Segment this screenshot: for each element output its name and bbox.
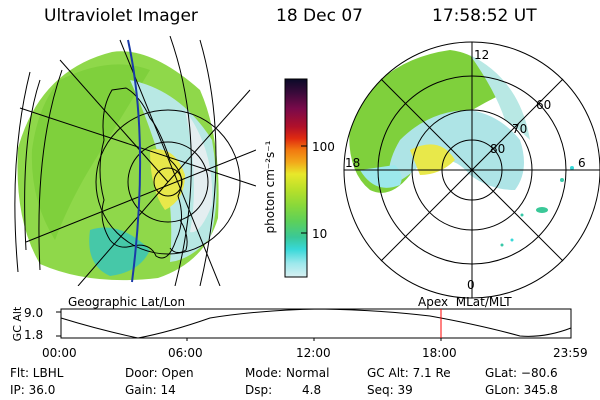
status-glat: GLat: −80.6 [485,366,558,380]
mlat-label-60: 60 [536,98,552,112]
mlat-label-80: 80 [490,142,506,156]
status-seq: Seq: 39 [367,383,413,397]
polar-plot [343,41,600,299]
mlt-label-0: 0 [467,278,475,292]
colorbar-unit-label: photon cm⁻²s⁻¹ [263,140,277,234]
time-tick-1800: 18:00 [422,346,457,360]
time-tick-1200: 12:00 [296,346,331,360]
status-flt: Flt: LBHL [10,366,64,380]
altitude-axis-label: GC Alt [11,306,24,342]
polar-panel-label: Apex MLat/MLT [418,295,512,309]
instrument-title: Ultraviolet Imager [44,6,198,26]
status-dsp-value: 4.8 [302,383,322,397]
altitude-tick-1-8: 1.8 [24,328,44,342]
status-door: Door: Open [125,366,194,380]
altitude-plot [56,308,572,341]
time-tick-2359: 23:59 [553,346,588,360]
mlt-label-12: 12 [474,48,490,62]
geographic-panel-label: Geographic Lat/Lon [68,295,186,309]
time-tick-0600: 06:00 [168,346,203,360]
colorbar-tick-100: 100 [312,140,335,154]
geographic-map [14,36,256,286]
observation-time: 17:58:52 UT [432,6,537,26]
status-glon: GLon: 345.8 [485,383,558,397]
status-mode-label: Mode: [245,366,282,380]
terminator-line [127,39,142,283]
mlt-label-18: 18 [345,156,361,170]
coastline [99,87,183,259]
colorbar-tick-10: 10 [312,227,328,241]
observation-date: 18 Dec 07 [276,6,363,26]
status-dsp-label: Dsp: [245,383,273,397]
colorbar [284,78,308,278]
mlt-label-6: 6 [578,156,586,170]
altitude-curve [60,308,572,339]
status-ip: IP: 36.0 [10,383,56,397]
time-tick-0000: 00:00 [42,346,77,360]
status-gain: Gain: 14 [125,383,176,397]
status-gc-alt: GC Alt: 7.1 Re [367,366,451,380]
mlat-label-70: 70 [512,122,528,136]
status-mode-value: Normal [286,366,330,380]
altitude-tick-9: 9.0 [24,306,44,320]
